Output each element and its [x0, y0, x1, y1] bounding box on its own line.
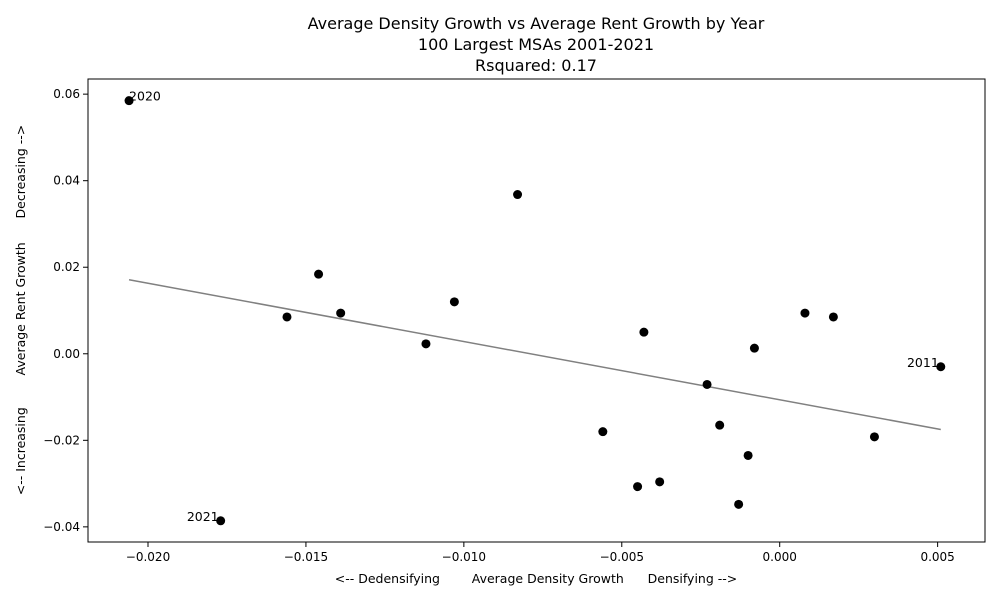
- y-tick-label-6: 0.06: [53, 87, 80, 101]
- title-line-3: Rsquared: 0.17: [475, 56, 597, 75]
- data-point-10: [828, 312, 838, 322]
- data-point-21: [216, 516, 226, 526]
- data-point-5: [282, 312, 292, 322]
- data-point-17: [743, 450, 753, 460]
- annotations-layer: 2020 2011 2021: [129, 89, 939, 524]
- data-point-20: [734, 499, 744, 509]
- data-point-4: [449, 297, 459, 307]
- data-point-16: [869, 432, 879, 442]
- x-tick-label-4: −0.005: [600, 550, 644, 564]
- data-point-18: [655, 477, 665, 487]
- title-line-2: 100 Largest MSAs 2001-2021: [418, 35, 654, 54]
- data-point-2: [513, 190, 523, 200]
- trendline: [128, 279, 941, 431]
- data-point-7: [421, 339, 431, 349]
- points-layer: [124, 96, 946, 526]
- data-point-11: [749, 343, 759, 353]
- plot-area: [87, 78, 986, 543]
- y-tick-label-3: 0.00: [53, 347, 80, 361]
- x-tick-label-3: −0.010: [442, 550, 486, 564]
- annotation-2011: 2011: [907, 355, 939, 370]
- data-point-1: [124, 96, 134, 106]
- y-tick-label-1: −0.04: [43, 520, 80, 534]
- data-point-8: [639, 327, 649, 337]
- annotation-2020: 2020: [129, 89, 161, 104]
- data-point-6: [336, 308, 346, 318]
- x-tick-label-1: −0.020: [126, 550, 170, 564]
- title-line-1: Average Density Growth vs Average Rent G…: [308, 14, 765, 33]
- annotation-2021: 2021: [187, 509, 219, 524]
- data-point-15: [715, 420, 725, 430]
- y-tick-label-2: −0.02: [43, 433, 80, 447]
- data-point-14: [598, 427, 608, 437]
- x-tick-label-6: 0.005: [920, 550, 954, 564]
- x-axis-label: <-- Dedensifying Average Density Growth …: [335, 571, 738, 586]
- data-point-12: [936, 362, 946, 372]
- data-point-3: [314, 269, 324, 279]
- y-axis-label: <-- Increasing Average Rent Growth Decre…: [13, 125, 28, 496]
- data-point-9: [800, 308, 810, 318]
- data-point-19: [633, 482, 643, 492]
- x-axis: −0.020 −0.015 −0.010 −0.005 0.000 0.005: [126, 542, 955, 564]
- x-tick-label-5: 0.000: [763, 550, 797, 564]
- x-tick-label-2: −0.015: [284, 550, 328, 564]
- chart-title: Average Density Growth vs Average Rent G…: [308, 14, 765, 75]
- y-tick-label-4: 0.02: [53, 260, 80, 274]
- data-point-13: [702, 379, 712, 389]
- y-axis: −0.04 −0.02 0.00 0.02 0.04 0.06: [43, 87, 88, 534]
- y-tick-label-5: 0.04: [53, 174, 80, 188]
- trendline-layer: [128, 279, 941, 431]
